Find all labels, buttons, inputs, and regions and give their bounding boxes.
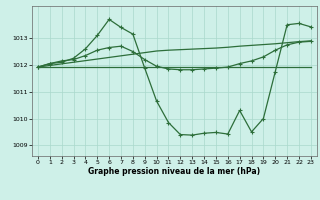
X-axis label: Graphe pression niveau de la mer (hPa): Graphe pression niveau de la mer (hPa) [88,167,260,176]
